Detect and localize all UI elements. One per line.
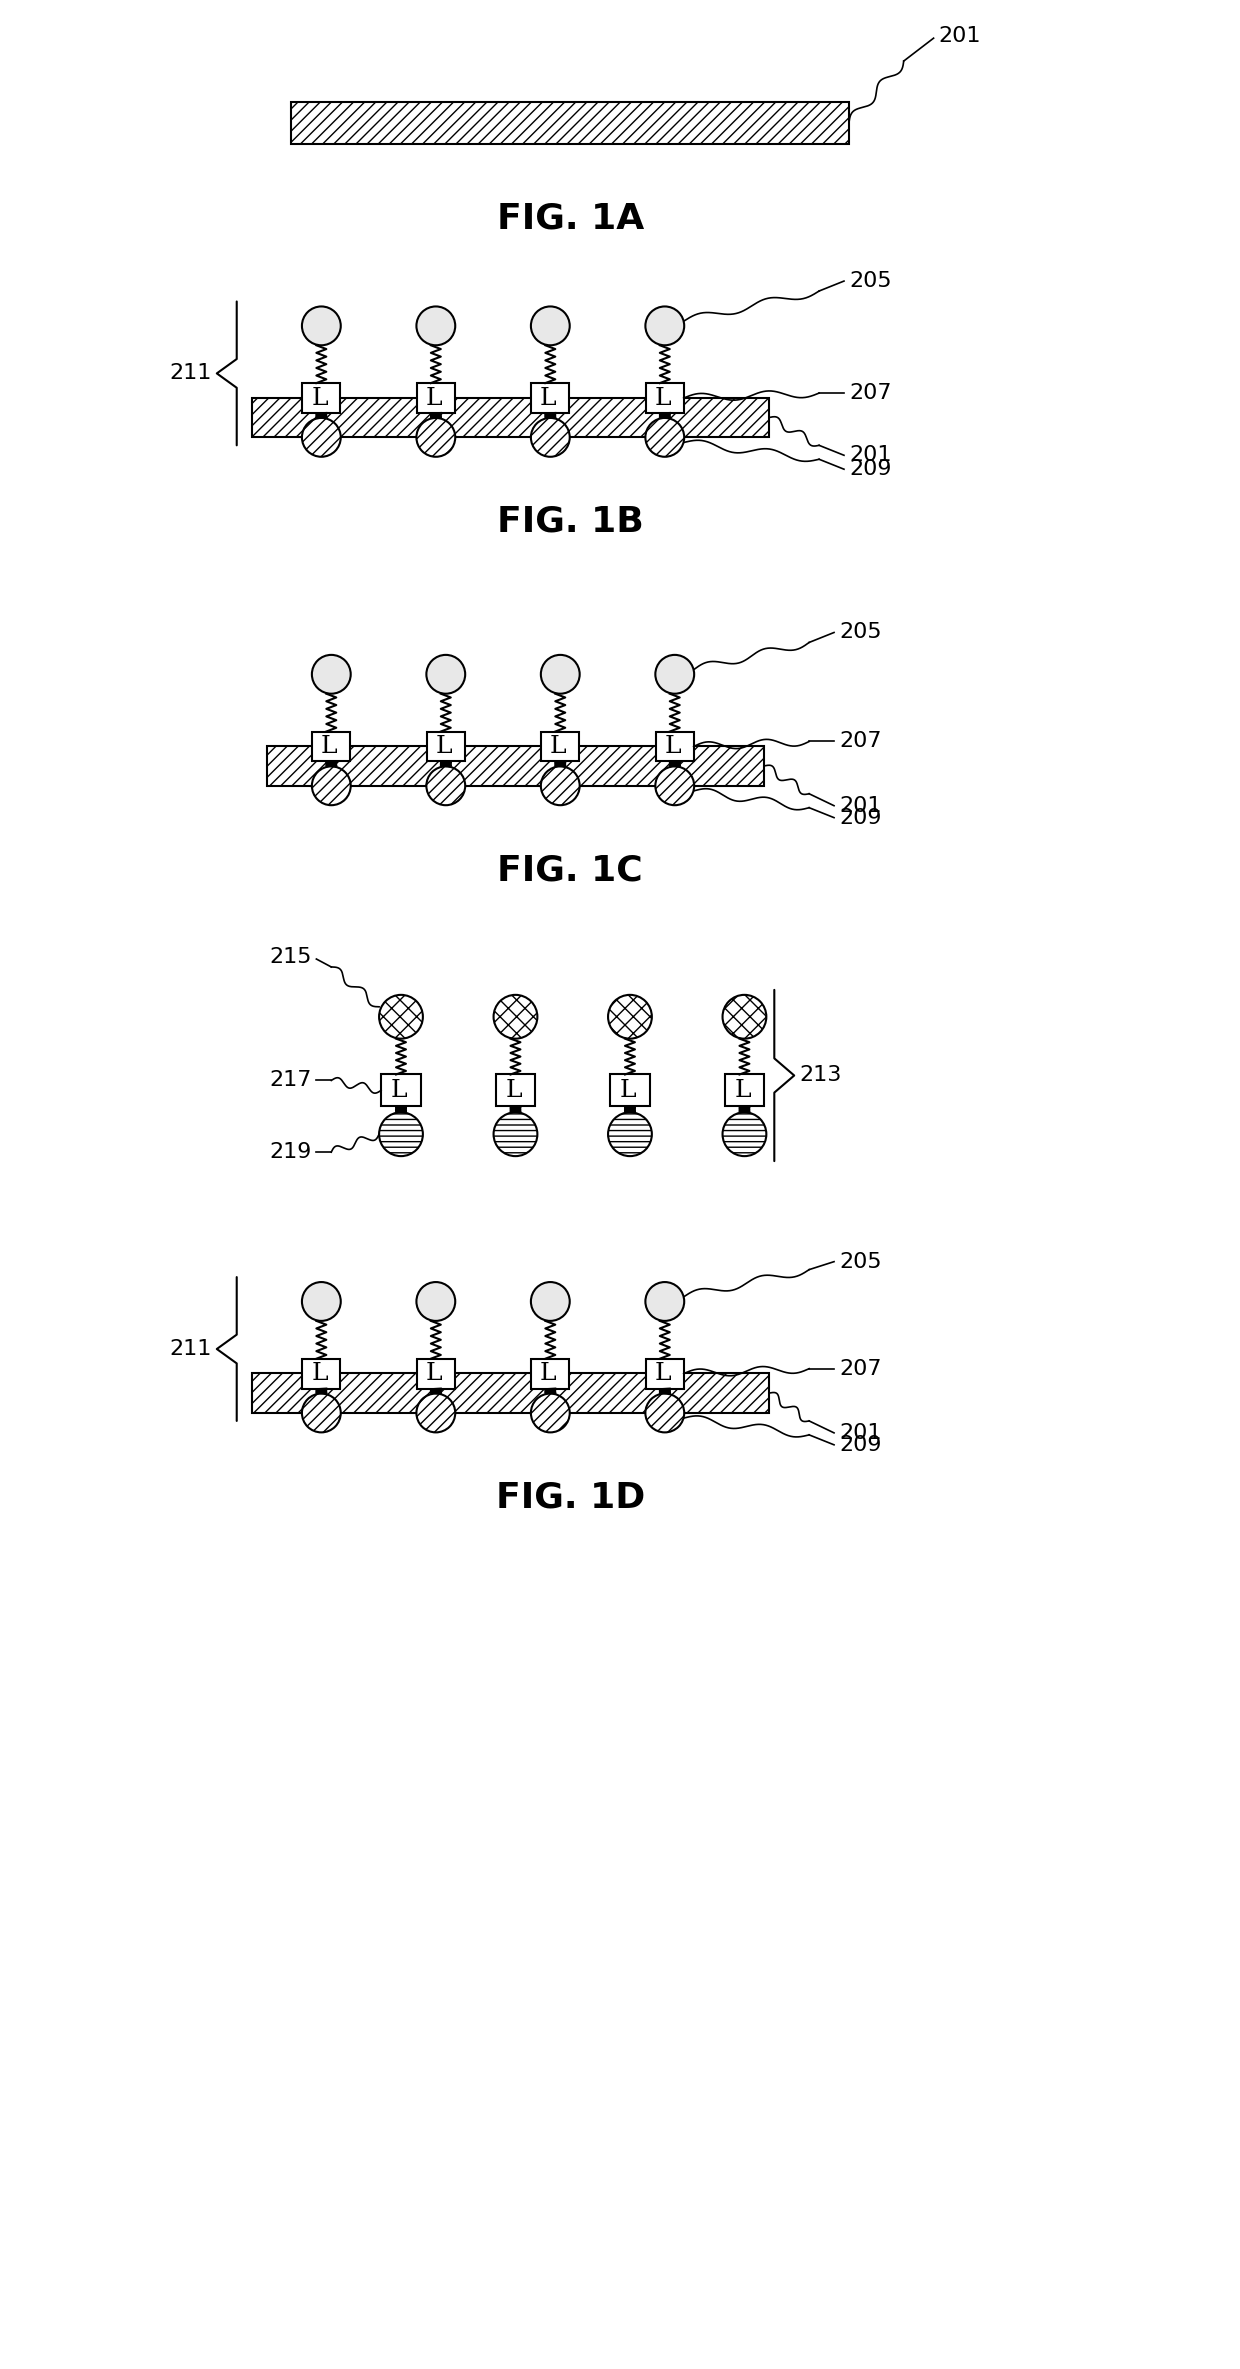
Bar [303,384,340,412]
Text: 207: 207 [849,384,892,403]
Ellipse shape [608,1113,652,1156]
Text: 211: 211 [170,1338,212,1360]
Text: 211: 211 [170,362,212,384]
Text: FIG. 1D: FIG. 1D [496,1481,645,1514]
Text: 201: 201 [839,796,882,815]
Ellipse shape [541,768,579,805]
Text: L: L [425,386,443,410]
Text: 205: 205 [839,623,882,642]
Text: 209: 209 [839,808,882,827]
Ellipse shape [417,1393,455,1433]
Text: 201: 201 [939,26,981,45]
Ellipse shape [417,417,455,457]
Bar [532,384,569,412]
Text: 205: 205 [839,1251,882,1272]
Ellipse shape [427,768,465,805]
Bar [252,398,769,438]
Text: 219: 219 [269,1142,311,1163]
Ellipse shape [312,654,351,694]
Ellipse shape [656,654,694,694]
Ellipse shape [427,654,465,694]
Text: L: L [541,1362,557,1386]
Text: 205: 205 [849,270,892,291]
Ellipse shape [531,417,569,457]
Text: FIG. 1A: FIG. 1A [496,201,644,235]
Ellipse shape [656,768,694,805]
Text: FIG. 1C: FIG. 1C [497,853,644,888]
Ellipse shape [608,995,652,1038]
Ellipse shape [494,1113,537,1156]
Text: 217: 217 [269,1071,311,1090]
Text: L: L [311,386,327,410]
Text: L: L [734,1078,750,1102]
Ellipse shape [494,995,537,1038]
Text: L: L [321,734,337,758]
Text: L: L [425,1362,443,1386]
Bar [724,1076,764,1106]
Ellipse shape [301,306,341,346]
Bar [610,1076,650,1106]
Text: L: L [655,386,671,410]
Bar [646,1360,683,1388]
Bar [267,746,764,787]
Bar [381,1076,420,1106]
Ellipse shape [312,768,351,805]
Bar [427,732,465,760]
Bar [496,1076,536,1106]
Ellipse shape [645,1393,684,1433]
Text: L: L [551,734,567,758]
Bar [417,1360,455,1388]
Bar [312,732,350,760]
Ellipse shape [541,654,579,694]
Text: L: L [665,734,681,758]
Text: L: L [505,1078,522,1102]
Bar [542,732,579,760]
Ellipse shape [531,1393,569,1433]
Ellipse shape [645,1282,684,1322]
Ellipse shape [417,1282,455,1322]
Ellipse shape [531,306,569,346]
Ellipse shape [723,1113,766,1156]
Text: FIG. 1B: FIG. 1B [497,505,644,540]
Ellipse shape [301,1393,341,1433]
Bar [646,384,683,412]
Bar [303,1360,340,1388]
Ellipse shape [645,306,684,346]
Text: L: L [391,1078,407,1102]
Ellipse shape [723,995,766,1038]
Bar [656,732,693,760]
Bar [417,384,455,412]
Bar [291,102,849,145]
Text: L: L [655,1362,671,1386]
Text: 201: 201 [849,445,892,464]
Ellipse shape [379,1113,423,1156]
Text: L: L [620,1078,636,1102]
Text: 215: 215 [269,948,311,967]
Ellipse shape [379,995,423,1038]
Text: 213: 213 [800,1066,842,1085]
Text: 207: 207 [839,1360,882,1379]
Ellipse shape [645,417,684,457]
Text: 209: 209 [849,460,892,479]
Bar [532,1360,569,1388]
Ellipse shape [301,417,341,457]
Text: 207: 207 [839,732,882,751]
Bar [252,1374,769,1412]
Ellipse shape [531,1282,569,1322]
Text: L: L [311,1362,327,1386]
Text: 209: 209 [839,1436,882,1455]
Ellipse shape [301,1282,341,1322]
Text: L: L [435,734,453,758]
Text: 201: 201 [839,1424,882,1443]
Text: L: L [541,386,557,410]
Ellipse shape [417,306,455,346]
